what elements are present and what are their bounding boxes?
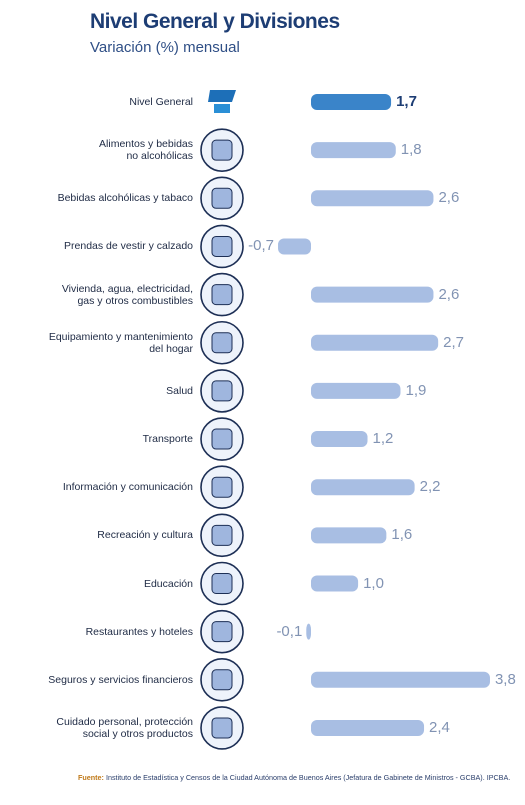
icon	[211, 573, 233, 594]
category-label: Vivienda, agua, electricidad, gas y otro…	[61, 282, 193, 307]
source-label: Fuente:	[78, 773, 104, 782]
icon	[208, 90, 236, 102]
value-label: 1,8	[400, 141, 422, 159]
category-label: Nivel General	[129, 96, 193, 108]
icon	[211, 235, 233, 257]
icon	[211, 187, 233, 209]
icon	[211, 380, 233, 402]
category-label: Cuidado personal, protección social y ot…	[56, 715, 193, 740]
category-label: Educación	[143, 577, 193, 590]
category-label: Alimentos y bebidas no alcohólicas	[99, 138, 193, 163]
category-label: Recreación y cultura	[97, 529, 193, 542]
category-label: Información y comunicación	[62, 481, 193, 494]
value-label: 2,6	[438, 285, 460, 303]
value-label: 1,2	[372, 430, 394, 448]
category-label: Salud	[166, 384, 193, 397]
value-label: 1,7	[396, 93, 417, 110]
chart-subtitle: Variación (%) mensual	[90, 39, 240, 56]
category-label: Transporte	[142, 433, 193, 446]
bar	[311, 382, 401, 399]
value-label: 2,4	[429, 718, 450, 736]
bar	[311, 94, 392, 110]
bar	[306, 623, 311, 640]
value-label: 2,6	[438, 189, 460, 207]
icon	[211, 717, 233, 739]
category-label: Restaurantes y hoteles	[85, 625, 193, 638]
icon	[211, 428, 233, 450]
bar	[311, 334, 439, 351]
value-label: -0,1	[276, 622, 303, 640]
bar	[311, 142, 396, 159]
source: Fuente: Instituto de Estadística y Censo…	[78, 773, 510, 782]
value-label: 2,2	[419, 478, 441, 496]
category-label: Equipamiento y mantenimiento del hogar	[48, 330, 193, 355]
category-label: Bebidas alcohólicas y tabaco	[57, 192, 193, 205]
value-label: 1,6	[391, 526, 413, 544]
bar	[311, 671, 490, 688]
category-label: Seguros y servicios financieros	[48, 673, 193, 686]
icon	[211, 284, 233, 306]
bar	[311, 479, 415, 496]
icon	[211, 524, 233, 546]
chart-title: Nivel General y Divisiones	[90, 10, 340, 33]
icon	[211, 476, 233, 498]
source-text: Instituto de Estadística y Censos de la …	[105, 773, 511, 782]
bar	[311, 431, 368, 448]
icon	[211, 669, 233, 691]
bar	[311, 719, 425, 736]
category-label: Prendas de vestir y calzado	[64, 240, 193, 253]
bar	[311, 527, 387, 544]
value-label: 1,0	[363, 574, 384, 592]
bar	[278, 238, 311, 255]
icon	[211, 332, 233, 354]
icon	[211, 621, 233, 643]
bar	[311, 190, 434, 207]
value-label: 2,7	[443, 333, 465, 351]
bar	[311, 286, 434, 303]
value-label: -0,7	[248, 237, 275, 255]
value-label: 1,9	[405, 381, 427, 399]
value-label: 3,8	[494, 670, 516, 688]
bar	[311, 575, 359, 592]
icon	[214, 104, 230, 113]
icon	[211, 139, 233, 161]
